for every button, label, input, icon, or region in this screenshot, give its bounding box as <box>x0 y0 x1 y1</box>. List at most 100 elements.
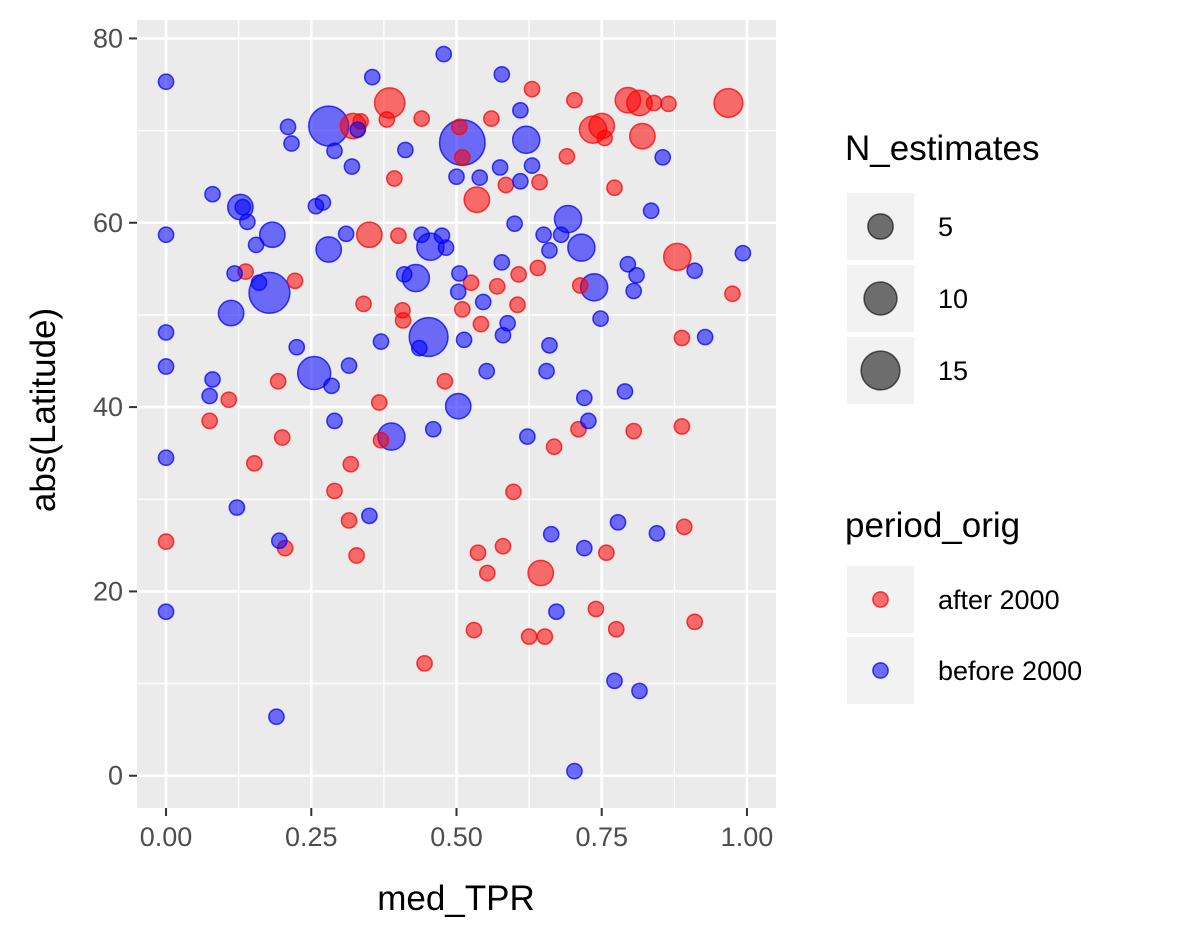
color-legend-label: after 2000 <box>938 585 1060 615</box>
data-point <box>217 299 245 327</box>
data-point <box>342 455 360 473</box>
data-point <box>472 315 490 333</box>
data-point <box>734 244 752 262</box>
data-point <box>491 159 509 176</box>
size-legend-label: 5 <box>938 212 953 242</box>
data-point <box>201 412 218 430</box>
data-point <box>268 708 285 726</box>
data-point <box>512 172 529 190</box>
data-point <box>494 537 512 555</box>
data-point <box>625 422 643 440</box>
data-point <box>416 654 433 672</box>
y-tick-label: 80 <box>93 23 123 53</box>
data-point <box>355 221 383 249</box>
size-legend-label: 15 <box>938 356 968 386</box>
x-axis-title: med_TPR <box>377 879 535 918</box>
data-point <box>340 357 358 374</box>
data-point <box>520 628 538 645</box>
data-point <box>519 428 536 445</box>
data-point <box>296 355 332 391</box>
data-point <box>469 544 487 562</box>
data-point <box>449 283 467 301</box>
x-tick-label: 1.00 <box>721 822 774 852</box>
color-legend-keys: after 2000 before 2000 <box>847 566 1082 704</box>
data-point <box>510 266 528 283</box>
data-point <box>204 371 221 388</box>
data-point <box>385 170 403 187</box>
data-point <box>673 329 691 347</box>
data-point <box>157 358 175 375</box>
data-point <box>497 176 515 194</box>
data-point <box>270 532 288 550</box>
data-point <box>361 507 378 525</box>
data-point <box>395 266 413 283</box>
data-point <box>596 129 613 147</box>
data-point <box>247 236 265 254</box>
data-point <box>239 213 256 231</box>
data-point <box>435 45 453 63</box>
data-point <box>506 215 523 233</box>
data-point <box>628 266 645 284</box>
data-point <box>343 158 361 175</box>
data-point <box>378 111 396 128</box>
data-point <box>654 148 672 166</box>
data-point <box>478 564 496 582</box>
data-points <box>157 45 752 780</box>
y-axis-title: abs(Latitude) <box>24 308 63 512</box>
data-point <box>355 295 372 313</box>
data-point <box>529 259 547 277</box>
data-point <box>541 336 558 354</box>
data-point <box>616 383 634 400</box>
x-axis: 0.00 0.25 0.50 0.75 1.00 <box>140 808 773 852</box>
y-tick-label: 20 <box>93 576 123 606</box>
data-point <box>587 600 605 618</box>
data-point <box>370 394 388 411</box>
data-point <box>315 236 343 263</box>
data-point <box>453 148 471 166</box>
data-point <box>220 391 238 409</box>
data-point <box>558 148 576 165</box>
data-point <box>493 254 511 271</box>
data-point <box>474 293 492 311</box>
data-point <box>619 255 637 273</box>
data-point <box>662 242 692 272</box>
y-axis: 0 20 40 60 80 <box>93 23 137 791</box>
data-point <box>724 285 741 303</box>
data-point <box>157 603 175 621</box>
data-point <box>157 324 175 341</box>
data-point <box>505 483 522 501</box>
data-point <box>552 226 570 244</box>
data-point <box>326 482 343 500</box>
data-point <box>451 118 468 136</box>
data-point <box>686 613 704 631</box>
data-point <box>451 265 468 282</box>
data-point <box>675 518 693 536</box>
data-point <box>592 310 609 327</box>
data-point <box>580 412 597 430</box>
y-tick-label: 60 <box>93 208 123 238</box>
color-legend-key-circle <box>872 662 889 679</box>
data-point <box>628 122 656 150</box>
data-point <box>273 429 291 446</box>
data-point <box>348 547 365 564</box>
data-point <box>465 621 483 639</box>
x-tick-label: 0.75 <box>575 822 628 852</box>
data-point <box>575 539 593 557</box>
data-point <box>157 449 175 467</box>
size-legend-key-circle <box>863 281 898 316</box>
color-legend-title: period_orig <box>845 506 1020 545</box>
data-point <box>606 179 623 197</box>
data-point <box>157 73 175 91</box>
color-legend-key-circle <box>872 591 889 608</box>
data-point <box>157 226 175 244</box>
color-legend: period_orig after 2000 before 2000 <box>845 506 1082 704</box>
data-point <box>436 372 454 390</box>
data-point <box>397 141 414 159</box>
data-point <box>511 125 541 155</box>
data-point <box>323 377 340 395</box>
data-point <box>349 121 367 139</box>
data-point <box>686 262 704 280</box>
y-tick-label: 0 <box>108 761 123 791</box>
data-point <box>471 169 489 186</box>
data-point <box>283 135 300 152</box>
